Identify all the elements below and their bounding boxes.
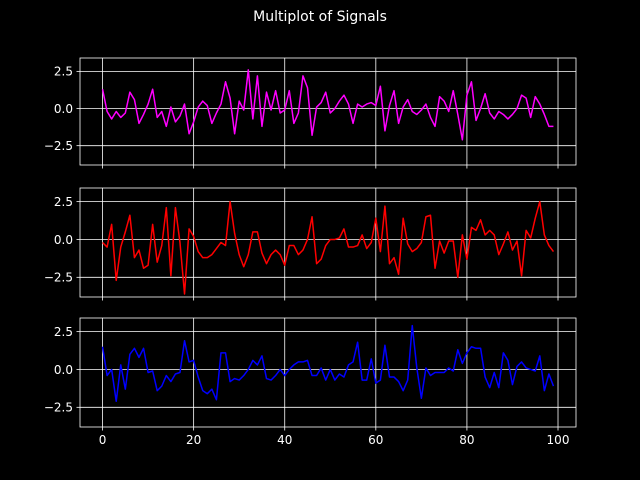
- axes-frame-1: [79, 57, 577, 166]
- axes-frame-3: [79, 317, 577, 428]
- y-tick-label: 0.0: [54, 233, 73, 247]
- x-tick-label: 80: [459, 433, 474, 447]
- axes-frame-2: [79, 187, 577, 298]
- x-tick-label: 60: [368, 433, 383, 447]
- y-tick-label: 2.5: [54, 325, 73, 339]
- y-tick-label: −2.5: [44, 271, 73, 285]
- x-tick-label: 100: [547, 433, 570, 447]
- x-tick-label: 20: [186, 433, 201, 447]
- y-tick-label: 2.5: [54, 195, 73, 209]
- signal-line-3: [101, 324, 555, 403]
- subplot-1: −2.5 0.0 2.5: [44, 57, 577, 169]
- y-tick-label: 2.5: [54, 65, 73, 79]
- y-tick-label: 0.0: [54, 102, 73, 116]
- chart-title: Multiplot of Signals: [253, 9, 387, 25]
- y-tick-label: −2.5: [44, 139, 73, 153]
- x-tick-label: 40: [277, 433, 292, 447]
- subplots: −2.5 0.0 2.5 −2.5 0.0 2.5 −2.5 0.0 2.5 0 20 40 60 80 1…: [44, 57, 577, 447]
- y-tick-label: −2.5: [44, 401, 73, 415]
- y-tick-label: 0.0: [54, 363, 73, 377]
- x-tick-label: 0: [99, 433, 107, 447]
- subplot-2: −2.5 0.0 2.5: [44, 187, 577, 301]
- subplot-3: −2.5 0.0 2.5 0 20 40 60 80 100: [44, 317, 577, 447]
- signal-line-2: [102, 200, 555, 295]
- signal-line-1: [101, 69, 554, 141]
